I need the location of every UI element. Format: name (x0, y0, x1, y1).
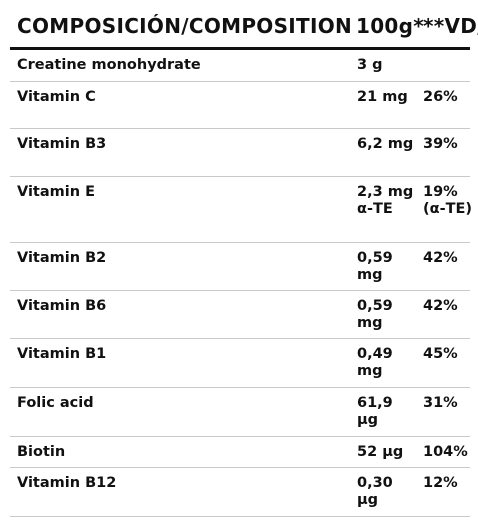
row-divider (10, 387, 470, 388)
nutrient-vd: 19% (α-TE) (423, 184, 473, 217)
nutrient-amount: 2,3 mg α-TE (357, 184, 414, 217)
table-row: Creatine monohydrate 3 g (0, 50, 478, 82)
table-row: Vitamin B6 0,59 mg 42% (0, 291, 478, 339)
table-row: Biotin 52 µg 104% (0, 437, 478, 468)
header-composition: COMPOSICIÓN/COMPOSITION (17, 14, 353, 38)
nutrient-amount: 6,2 mg (357, 136, 414, 152)
nutrient-amount: 61,9 µg (357, 395, 393, 428)
row-divider (10, 467, 470, 468)
header-vd: **VD/ (423, 14, 478, 38)
table-row: Vitamin B12 0,30 µg 12% (0, 468, 478, 517)
table-row: Vitamin B2 0,59 mg 42% (0, 243, 478, 291)
nutrient-amount: 3 g (357, 57, 383, 73)
table-header: COMPOSICIÓN/COMPOSITION 100g* **VD/ (0, 0, 478, 48)
header-divider (10, 47, 470, 50)
nutrient-vd: 104% (423, 444, 468, 460)
nutrient-amount: 21 mg (357, 89, 408, 105)
row-divider (10, 338, 470, 339)
nutrient-amount: 0,59 mg (357, 250, 393, 283)
table-row: Vitamin C 21 mg 26% (0, 82, 478, 129)
nutrient-amount: 0,59 mg (357, 298, 393, 331)
row-divider (10, 516, 470, 517)
table-row: Vitamin E 2,3 mg α-TE 19% (α-TE) (0, 177, 478, 243)
nutrient-name: Creatine monohydrate (17, 57, 201, 73)
nutrient-name: Vitamin B12 (17, 475, 117, 491)
table-row: Vitamin B1 0,49 mg 45% (0, 339, 478, 388)
header-per-100g: 100g* (356, 14, 425, 38)
row-divider (10, 436, 470, 437)
row-divider (10, 176, 470, 177)
nutrient-name: Vitamin B6 (17, 298, 107, 314)
nutrient-name: Vitamin B2 (17, 250, 107, 266)
nutrient-amount: 0,30 µg (357, 475, 393, 508)
row-divider (10, 128, 470, 129)
nutrient-name: Vitamin E (17, 184, 96, 200)
nutrient-amount: 52 µg (357, 444, 404, 460)
table-row: Folic acid 61,9 µg 31% (0, 388, 478, 437)
row-divider (10, 290, 470, 291)
nutrient-vd: 42% (423, 298, 458, 314)
nutrient-amount: 0,49 mg (357, 346, 393, 379)
row-divider (10, 242, 470, 243)
nutrient-name: Folic acid (17, 395, 94, 411)
nutrient-name: Vitamin B1 (17, 346, 107, 362)
row-divider (10, 81, 470, 82)
nutrient-name: Vitamin C (17, 89, 96, 105)
nutrient-vd: 42% (423, 250, 458, 266)
nutrient-vd: 45% (423, 346, 458, 362)
nutrient-name: Vitamin B3 (17, 136, 107, 152)
table-row: Vitamin B3 6,2 mg 39% (0, 129, 478, 177)
nutrient-vd: 26% (423, 89, 458, 105)
nutrient-vd: 31% (423, 395, 458, 411)
nutrient-vd: 12% (423, 475, 458, 491)
nutrient-name: Biotin (17, 444, 66, 460)
nutrient-vd: 39% (423, 136, 458, 152)
